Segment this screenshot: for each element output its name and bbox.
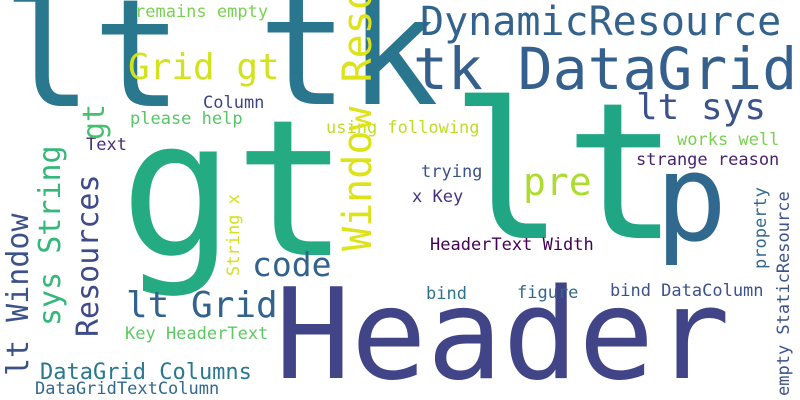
word-code: Window Resources [335,0,381,251]
word-works-well: works well [677,130,780,150]
word-gt-huge: gt [120,79,349,300]
word-pre: pre [523,160,592,204]
word-headertext-width: HeaderText Width [430,235,594,255]
word-tk-large: tk [258,0,439,140]
word-lt-sys: lt sys [636,87,767,128]
word-window-resources: code [252,245,332,284]
word-trying: trying [421,162,483,182]
word-header: Header [275,261,731,400]
word-lt-window: lt Window [1,213,36,376]
word-gt-small: gt [77,103,112,140]
word-property: property [751,187,771,269]
word-remains-empty: remains empty [135,2,269,22]
word-figure: figure [517,283,579,303]
word-grid-gt: Grid gt [128,47,280,88]
word-column: Column [203,93,265,113]
word-string-x: String x [224,194,244,276]
word-resources: Resources [71,174,106,337]
word-p: p [655,130,728,269]
word-lt-large: lt [2,0,183,142]
word-text: Text [86,135,127,155]
word-x-key: x Key [412,187,464,207]
word-please-help: please help [130,109,243,129]
word-bind: bind [426,284,467,304]
word-sys-string: sys String [33,145,68,326]
word-lt-grid: lt Grid [126,285,278,326]
word-bind-datacolumn: bind DataColumn [610,281,764,301]
word-using-following: using following [326,118,480,138]
word-empty-staticresource: empty StaticResource [774,191,794,396]
word-datagridtextcolumn: DataGridTextColumn [35,379,220,399]
word-strange-reason: strange reason [636,150,780,170]
word-tk-datagrid: tk DataGrid [413,35,798,103]
word-lt-huge: lt [450,62,679,283]
word-datagrid-columns: DataGrid Columns [40,360,252,385]
word-key-headertext: Key HeaderText [125,324,269,344]
word-dynamicresource: DynamicResource [420,0,782,45]
